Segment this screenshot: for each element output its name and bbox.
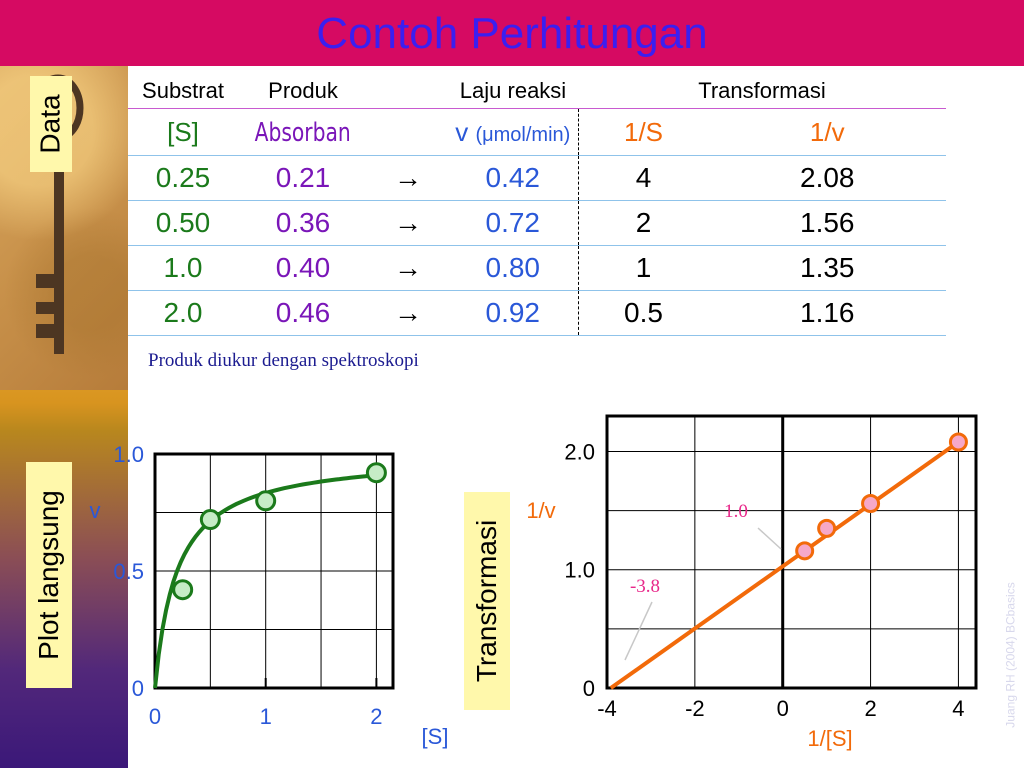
column-header-laju-reaksi: Laju reaksi [459,78,567,103]
column-header-transformasi: Transformasi [698,78,826,103]
x-tick-label: -4 [597,696,617,721]
x-tick-label: 0 [777,696,789,721]
sub-header-s: [S] [128,108,238,156]
cell-v: 0.72 [448,200,578,246]
cell-absorban: 0.40 [238,245,368,291]
data-table: Substrat Produk Laju reaksi Transformasi… [128,74,946,336]
sub-header-v-unit: (μmol/min) [475,123,571,146]
cell-absorban: 0.36 [238,200,368,246]
data-point [948,432,968,452]
column-header-produk: Produk [268,78,338,103]
cell-v: 0.92 [448,290,578,336]
x-tick-label: 2 [864,696,876,721]
annotation-y-intercept: 1.0 [724,501,748,522]
arrow-icon: → [368,290,448,336]
table-column-headers: Substrat Produk Laju reaksi Transformasi [128,74,946,109]
sub-header-inv-s: 1/S [577,108,709,156]
table-sub-headers: [S] Absorban v (μmol/min) 1/S 1/v [128,108,946,156]
data-point [817,518,837,538]
y-axis-label: 1/v [526,498,555,523]
x-axis-label: [S] [422,724,449,749]
column-header-substrat: Substrat [142,78,224,103]
x-axis-label: 1/[S] [807,726,852,751]
data-point [255,490,277,512]
cell-s: 0.25 [128,155,238,201]
cell-inv-v: 1.16 [708,290,946,336]
plot-langsung-label: Plot langsung [26,462,72,688]
arrow-icon: → [368,155,448,201]
x-tick-label: -2 [685,696,705,721]
table-row: 1.0 0.40 → 0.80 1 1.35 [128,245,946,291]
arrow-icon: → [368,245,448,291]
cell-s: 0.50 [128,200,238,246]
footnote: Produk diukur dengan spektroskopi [148,350,419,371]
x-tick-label: 2 [370,704,382,729]
cell-inv-v: 1.35 [708,245,946,291]
x-tick-label: 4 [952,696,964,721]
sub-header-v: v [455,116,469,147]
cell-v: 0.80 [448,245,578,291]
arrow-icon: → [368,200,448,246]
sub-header-inv-v: 1/v [708,108,946,156]
x-tick-label: 0 [149,704,161,729]
cell-inv-v: 2.08 [708,155,946,201]
y-tick-label: 0.5 [113,559,144,584]
x-tick-label: 1 [260,704,272,729]
y-tick-label: 0 [583,676,595,701]
cell-inv-s: 2 [577,200,709,246]
cell-inv-s: 4 [577,155,709,201]
title-bar [0,0,1024,66]
annotation-arrow [624,601,653,661]
cell-inv-s: 0.5 [577,290,709,336]
cell-inv-v: 1.56 [708,200,946,246]
plot-frame [153,452,395,690]
y-tick-label: 1.0 [113,442,144,467]
slide-title: Contoh Perhitungan [316,9,708,58]
transformasi-label: Transformasi [464,492,510,710]
table-row: 0.25 0.21 → 0.42 4 2.08 [128,155,946,201]
data-point [172,579,194,601]
sub-header-absorban: Absorban [254,117,352,148]
cell-absorban: 0.21 [238,155,368,201]
cell-s: 2.0 [128,290,238,336]
annotation-x-intercept: -3.8 [630,576,660,597]
data-point [861,494,881,514]
data-point [795,541,815,561]
y-tick-label: 0 [132,676,144,701]
regression-line [609,440,960,690]
annotation-arrow [757,527,782,550]
table-row: 0.50 0.36 → 0.72 2 1.56 [128,200,946,246]
y-tick-label: 1.0 [564,558,595,583]
plot-frame [605,414,978,690]
y-axis-label: v [90,498,101,523]
cell-absorban: 0.46 [238,290,368,336]
cell-v: 0.42 [448,155,578,201]
y-tick-label: 2.0 [564,439,595,464]
table-row: 2.0 0.46 → 0.92 0.5 1.16 [128,290,946,336]
cell-inv-s: 1 [577,245,709,291]
data-section-label: Data [30,76,72,172]
data-point [199,509,221,531]
data-point [365,462,387,484]
cell-s: 1.0 [128,245,238,291]
